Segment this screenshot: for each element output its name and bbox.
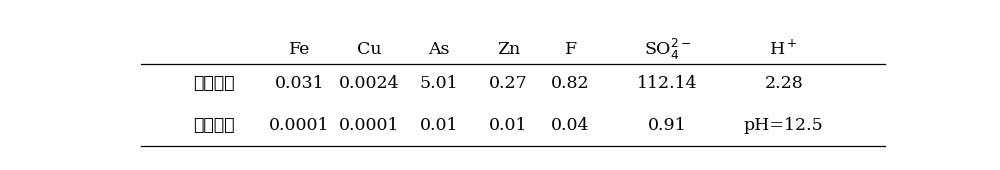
Text: 0.0024: 0.0024 [339, 75, 399, 92]
Text: 含砧废水: 含砧废水 [193, 74, 235, 92]
Text: 0.031: 0.031 [275, 75, 324, 92]
Text: SO$_4^{2-}$: SO$_4^{2-}$ [644, 37, 691, 62]
Text: 0.27: 0.27 [489, 75, 528, 92]
Text: 0.0001: 0.0001 [339, 117, 399, 134]
Text: As: As [428, 41, 450, 58]
Text: F: F [565, 41, 577, 58]
Text: 0.0001: 0.0001 [269, 117, 330, 134]
Text: Zn: Zn [497, 41, 520, 58]
Text: H$^+$: H$^+$ [769, 40, 798, 59]
Text: 112.14: 112.14 [637, 75, 698, 92]
Text: 0.04: 0.04 [551, 117, 590, 134]
Text: 2.28: 2.28 [764, 75, 803, 92]
Text: 0.91: 0.91 [648, 117, 687, 134]
Text: 0.82: 0.82 [551, 75, 590, 92]
Text: pH=12.5: pH=12.5 [744, 117, 824, 134]
Text: 5.01: 5.01 [420, 75, 458, 92]
Text: Cu: Cu [357, 41, 381, 58]
Text: Fe: Fe [289, 41, 310, 58]
Text: 0.01: 0.01 [489, 117, 528, 134]
Text: 沉淠后液: 沉淠后液 [193, 116, 235, 134]
Text: 0.01: 0.01 [420, 117, 458, 134]
